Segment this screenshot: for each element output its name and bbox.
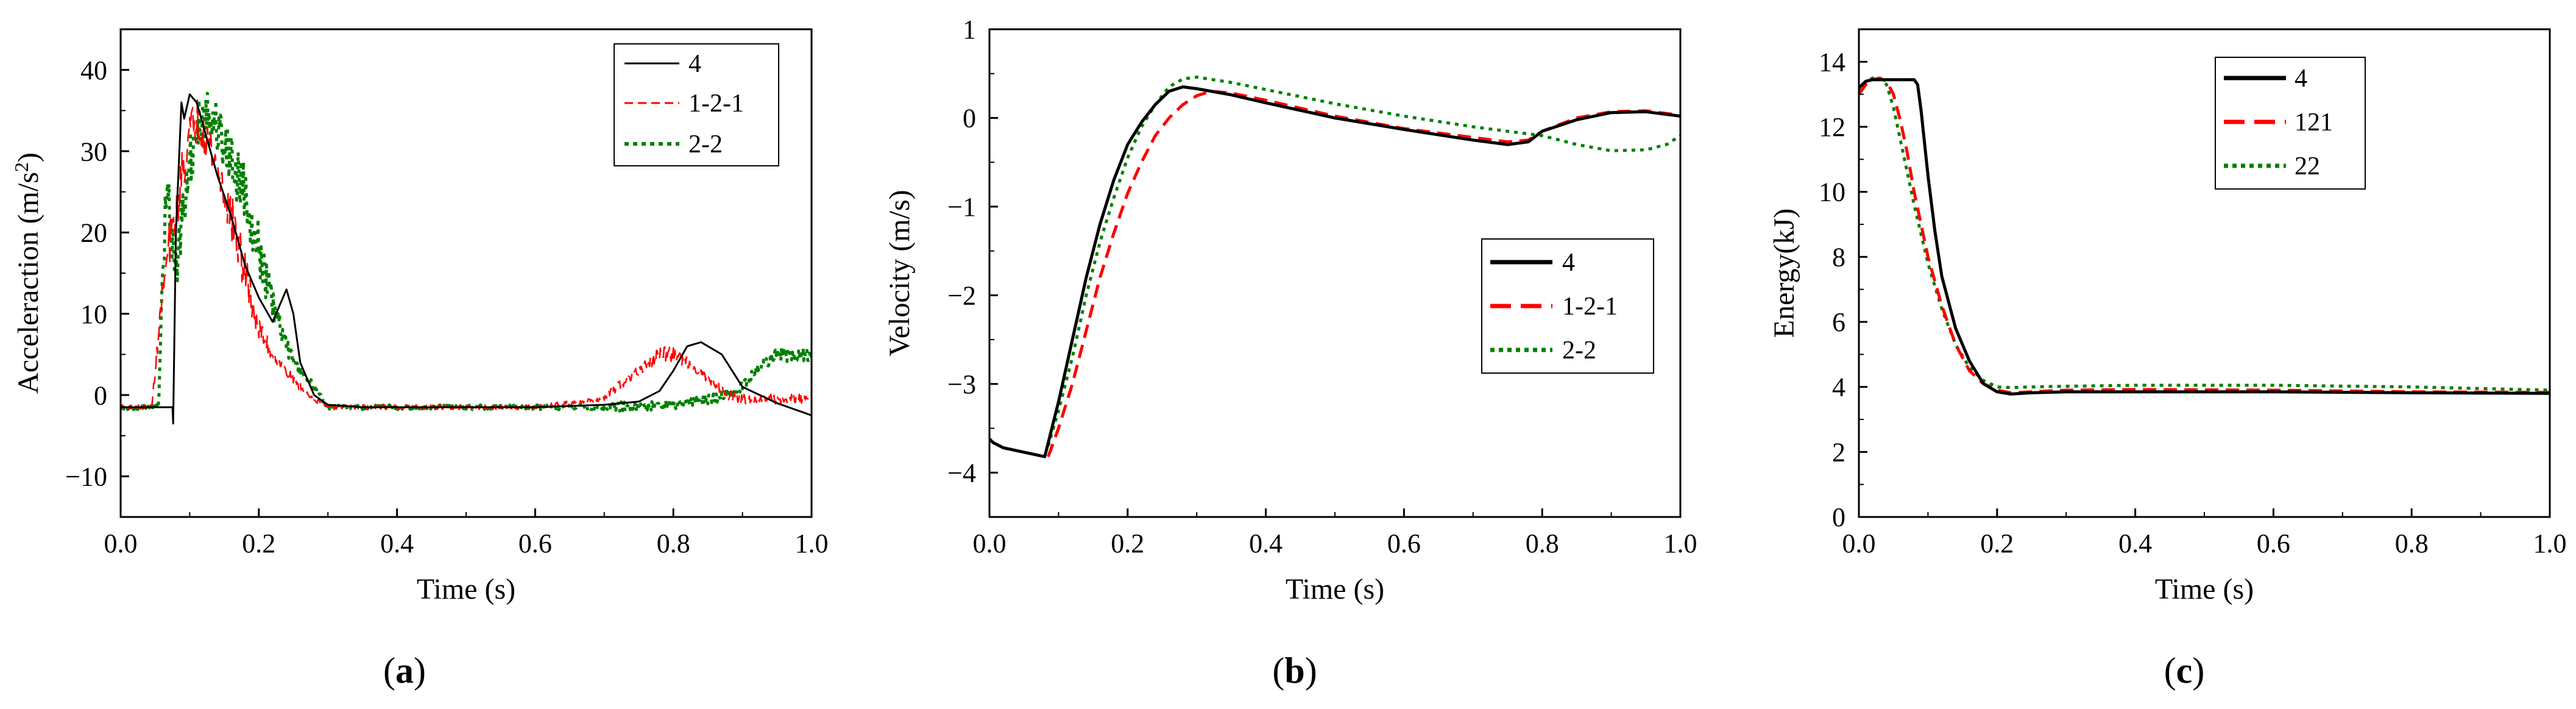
panel-b-caption: (b) [1272,650,1317,691]
panel-c-y-tick-6: 12 [1819,112,1845,142]
panel-c-x-tick-0: 0.0 [1842,529,1876,558]
panel-c-x-tick-5: 1.0 [2533,529,2567,558]
panel-b-legend-label-2-2: 2-2 [1562,337,1596,365]
panel-c-caption-letter: c [2176,650,2193,691]
panel-c: 0.0 0.2 0.4 0.6 0.8 1.0 0 2 4 6 8 10 12 … [1768,28,2567,691]
panel-a-y-tick-5: 40 [80,55,107,85]
panel-b-x-axis-label: Time (s) [1286,573,1384,605]
panel-b-y-tick-3: −1 [947,192,976,222]
panel-a-legend: 4 1-2-1 2-2 [614,43,779,166]
panel-b-y-axis-label: Velocity (m/s) [883,190,916,356]
panel-b-series [989,76,1680,458]
panel-a-y-axis-label: Acceleraction (m/s2) [10,152,44,394]
panel-c-x-tick-1: 0.2 [1980,529,2014,558]
panel-c-series-4-line [1859,78,2550,396]
panel-b-legend-label-1-2-1: 1-2-1 [1562,293,1618,321]
panel-a: 0.0 0.2 0.4 0.6 0.8 1.0 −10 0 10 20 30 4… [10,28,829,691]
panel-b-y-tick-5: 1 [963,15,976,45]
panel-a-series-2-2-line [121,91,812,413]
panel-c-x-tick-3: 0.6 [2257,529,2290,558]
panel-b-series-2-2-line [1047,76,1680,447]
panel-a-x-tick-0: 0.0 [104,529,138,558]
panel-a-legend-label-1-2-1: 1-2-1 [688,90,744,118]
panel-a-x-tick-2: 0.4 [380,529,414,558]
panel-a-ticks [119,69,813,517]
panel-a-y-label-main: Acceleraction (m/s [12,172,44,394]
panel-a-x-axis-label: Time (s) [417,573,515,605]
panel-c-series [1859,76,2550,396]
panel-b-x-tick-2: 0.4 [1249,529,1283,558]
panel-b-y-tick-1: −3 [947,369,976,399]
panel-a-x-tick-4: 0.8 [657,529,690,558]
panel-b-x-tick-0: 0.0 [973,529,1007,558]
panel-c-x-axis-label: Time (s) [2155,573,2254,605]
panel-b-series-4-line [989,85,1680,458]
panel-a-y-label-sup: 2 [10,162,32,172]
panel-b-x-tick-4: 0.8 [1526,529,1559,558]
panel-a-legend-label-4: 4 [688,50,701,78]
panel-b-legend-label-4: 4 [1562,249,1575,277]
panel-c-legend: 4 121 22 [2215,57,2366,190]
panel-c-y-tick-4: 8 [1832,242,1845,272]
panel-a-y-tick-2: 10 [80,299,107,329]
panel-a-x-tick-3: 0.6 [518,529,552,558]
panel-a-y-tick-1: 0 [94,380,107,410]
panel-a-y-tick-0: −10 [65,462,107,492]
panel-c-series-22-line [1859,76,2550,392]
panel-a-series-1-2-1-line [121,98,812,411]
panel-a-series-4-line [121,93,812,425]
panel-c-y-tick-5: 10 [1819,177,1845,207]
panel-c-caption: (c) [2164,650,2205,691]
panel-c-y-tick-2: 4 [1832,372,1845,402]
panel-b-y-tick-0: −4 [947,458,976,488]
panel-c-y-axis-label: Energy(kJ) [1768,208,1800,338]
panel-a-y-label-close: ) [12,152,44,162]
panel-a-y-tick-4: 30 [80,137,107,166]
panel-c-ticks [1858,60,2551,518]
panel-c-y-tick-7: 14 [1819,47,1845,77]
panel-b-legend: 4 1-2-1 2-2 [1481,238,1654,374]
panel-b-ticks [988,28,1682,517]
panel-c-legend-label-4: 4 [2295,65,2307,93]
panel-b-x-tick-3: 0.6 [1387,529,1421,558]
panel-a-series [121,91,812,425]
panel-c-legend-label-22: 22 [2295,152,2320,180]
panel-b-x-tick-1: 0.2 [1111,529,1144,558]
panel-c-x-tick-4: 0.8 [2395,529,2429,558]
panel-a-y-tick-3: 20 [80,218,107,248]
panel-b-x-tick-5: 1.0 [1664,529,1697,558]
panel-a-caption: (a) [383,650,426,691]
panel-c-y-tick-3: 6 [1832,307,1845,337]
panel-c-x-tick-2: 0.4 [2118,529,2152,558]
panel-c-legend-label-121: 121 [2295,109,2333,137]
panel-c-y-tick-1: 2 [1832,437,1845,467]
panel-b: 0.0 0.2 0.4 0.6 0.8 1.0 −4 −3 −2 −1 0 1 … [883,15,1697,691]
panel-a-x-tick-5: 1.0 [795,529,829,558]
panel-a-caption-letter: a [395,650,414,691]
panel-b-y-tick-4: 0 [963,104,976,134]
panel-a-legend-label-2-2: 2-2 [688,130,723,159]
panel-a-x-tick-1: 0.2 [242,529,275,558]
panel-b-y-tick-2: −2 [947,281,976,311]
panel-c-y-tick-0: 0 [1832,502,1845,532]
panel-b-caption-letter: b [1284,650,1304,691]
